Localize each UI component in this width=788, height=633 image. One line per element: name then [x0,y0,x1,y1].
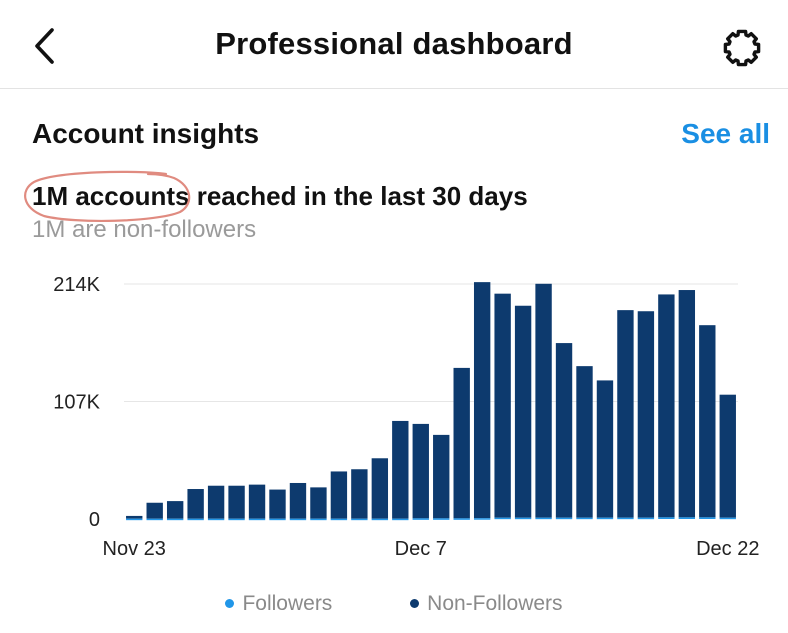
bar-followers [412,518,429,520]
bar-non-followers [207,485,225,519]
bar-non-followers [678,290,696,518]
reach-highlight: 1M accounts [24,170,191,223]
bar-non-followers [494,293,511,518]
bar-non-followers [535,283,552,518]
bar-non-followers [228,485,245,519]
bar-non-followers [330,471,348,519]
y-tick-label: 0 [89,509,100,531]
bar-non-followers [310,487,327,519]
bar-followers [637,517,655,520]
bar-non-followers [126,515,143,519]
bar-followers [678,517,696,519]
bar-non-followers [371,458,389,519]
bar-followers [207,518,225,521]
bar-followers [187,518,204,521]
bar-non-followers [187,489,204,519]
followers-dot-icon [225,599,235,608]
account-insights-heading: Account insights [32,118,260,149]
page-title: Professional dashboard [215,26,573,61]
bar-non-followers [699,325,716,518]
bar-non-followers [658,294,675,518]
chevron-left-icon [35,28,54,64]
bar-followers [433,518,450,520]
see-all-link[interactable]: See all [681,118,770,149]
bar-non-followers [412,423,429,519]
bar-followers [596,517,614,520]
bar-followers [166,518,184,521]
bar-followers [351,518,368,521]
bar-non-followers [555,343,573,518]
bar-non-followers [392,420,409,519]
non-followers-note: 1M are non-followers [32,216,257,243]
bar-followers [617,517,634,520]
bar-followers [126,518,143,521]
bar-non-followers [473,282,491,519]
x-tick-label: Nov 23 [103,538,166,560]
bar-non-followers [433,434,450,519]
bar-non-followers [166,501,184,519]
chart-legend: Followers Non-Followers [0,590,788,616]
bar-followers [473,518,491,520]
bar-followers [514,517,532,520]
bar-followers [310,518,327,521]
bar-followers [719,517,736,520]
bar-followers [228,518,245,521]
top-bar: Professional dashboard [0,0,788,89]
bar-followers [371,518,389,521]
bar-followers [576,517,593,520]
bar-followers [289,518,307,521]
bar-followers [392,518,409,521]
bar-followers [269,518,286,521]
x-tick-label: Dec 7 [395,538,447,560]
bar-non-followers [637,311,655,518]
non-followers-dot-icon [410,599,420,608]
bar-non-followers [269,489,286,519]
bar-followers [330,518,348,521]
back-button[interactable] [28,24,64,68]
reach-bar-chart: 0 107K 214K Nov 23 Dec 7 Dec 22 [53,274,759,560]
reach-count: 1M accounts [32,181,190,211]
bar-followers [453,518,470,520]
bar-non-followers [596,380,614,518]
bar-non-followers [146,502,163,519]
bar-non-followers [514,305,532,518]
legend-followers-label: Followers [242,591,333,615]
reach-text: reached in the last 30 days [189,181,528,211]
bar-non-followers [453,367,470,519]
bar-followers [146,518,163,521]
bar-non-followers [289,482,307,519]
bar-non-followers [351,469,368,519]
x-tick-label: Dec 22 [696,538,759,560]
settings-button[interactable] [718,26,766,70]
bar-followers [535,517,552,520]
reach-summary: 1M accounts reached in the last 30 days [24,170,528,223]
bar-followers [494,517,511,520]
bar-followers [658,517,675,519]
gear-icon [723,29,761,67]
bar-non-followers [719,394,736,518]
bar-followers [248,518,266,521]
y-tick-label: 214K [53,274,100,296]
legend-non-followers-label: Non-Followers [427,591,563,615]
bar-followers [555,517,573,520]
bar-followers [699,517,716,519]
y-tick-label: 107K [53,392,100,414]
bar-non-followers [576,366,593,518]
bar-non-followers [248,484,266,519]
legend-non-followers: Non-Followers [410,591,563,616]
legend-followers: Followers [225,592,332,616]
bar-non-followers [617,310,634,518]
